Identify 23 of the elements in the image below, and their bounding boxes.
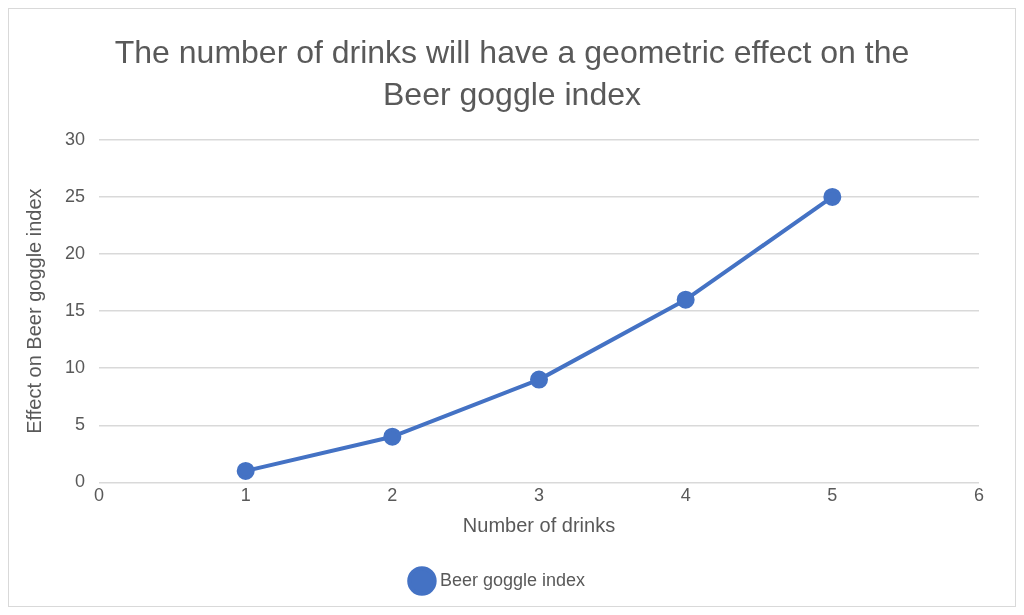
y-tick-label: 15	[64, 300, 86, 321]
point	[530, 370, 549, 389]
x-tick-label: 1	[240, 485, 251, 506]
x-tick-label: 3	[534, 485, 545, 506]
point	[676, 290, 695, 309]
x-tick-label: 0	[94, 485, 105, 506]
chart-title: The number of drinks will have a geometric effect on the Beer goggle index	[113, 33, 911, 114]
x-tick-label: 5	[827, 485, 838, 506]
y-tick-label: 0	[75, 471, 86, 492]
x-tick-label: 2	[387, 485, 398, 506]
y-tick-label: 5	[75, 414, 86, 435]
point	[383, 427, 402, 446]
y-tick-label: 25	[64, 185, 86, 206]
y-tick-label: 10	[64, 357, 86, 378]
x-axis-title: Number of drinks	[462, 513, 616, 536]
x-tick-label: 4	[680, 485, 691, 506]
y-axis-title: Effect on Beer goggle index	[22, 188, 45, 434]
y-tick-label: 20	[64, 242, 86, 263]
legend-label: Beer goggle index	[439, 569, 586, 590]
point	[823, 187, 842, 206]
x-tick-label: 6	[973, 485, 985, 506]
y-tick-label: 30	[64, 128, 86, 149]
point	[236, 461, 255, 480]
